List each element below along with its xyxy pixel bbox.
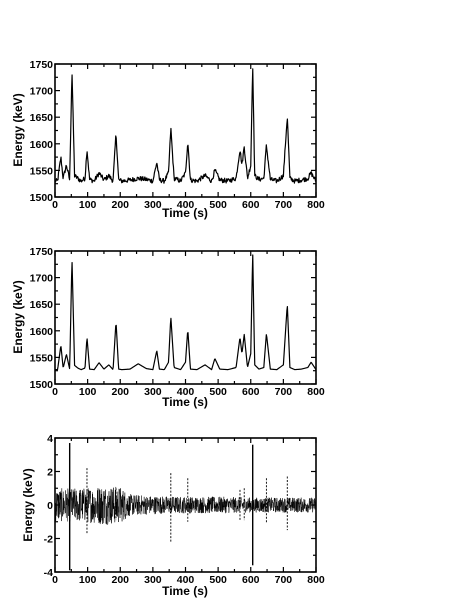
bottom-chart-xtick-label: 600 [242, 574, 260, 586]
bottom-chart-xtick-label: 500 [209, 574, 227, 586]
top-chart-xtick-label: 700 [275, 199, 293, 211]
top-chart-xtick-label: 400 [177, 199, 195, 211]
middle-chart-xtick-label: 0 [52, 386, 58, 398]
middle-chart-energy-line [54, 254, 317, 371]
top-chart-xtick-label: 600 [242, 199, 260, 211]
top-chart-energy-line [54, 68, 317, 184]
bottom-chart-residual-spikes [68, 443, 288, 571]
middle-chart-ytick-label: 1650 [30, 299, 54, 311]
top-chart-xtick-label: 100 [79, 199, 97, 211]
bottom-chart-xtick-label: 700 [275, 574, 293, 586]
middle-chart-xtick-label: 800 [307, 386, 325, 398]
top-chart-ytick-label: 1500 [30, 192, 54, 204]
middle-chart-ytick-label: 1500 [30, 379, 54, 391]
middle-chart-frame [54, 250, 317, 385]
bottom-chart-ytick-label: -4 [44, 567, 53, 579]
top-energy-chart: 0 100 200 300 400 500 600 700 800 1500 1550 1600 165… [11, 59, 325, 220]
bottom-chart-ylabel: Energy (keV) [21, 468, 35, 541]
top-chart-ytick-label: 1700 [30, 86, 54, 98]
bottom-chart-ytick-label: 0 [47, 500, 53, 512]
bottom-chart-ticks: 0 100 200 300 400 500 600 700 800 -4 -2 0 2 4 [44, 433, 325, 586]
top-chart-ytick-label: 1550 [30, 165, 54, 177]
middle-chart-ticks: 0 100 200 300 400 500 600 700 800 1500 1550 1600 165… [30, 246, 325, 398]
top-chart-ytick-label: 1650 [30, 112, 54, 124]
middle-chart-xtick-label: 100 [79, 386, 97, 398]
bottom-chart-xtick-label: 100 [79, 574, 97, 586]
bottom-residual-chart: 0 100 200 300 400 500 600 700 800 -4 -2 0 2 4 Time (s… [21, 433, 325, 598]
bottom-chart-ytick-label: 4 [47, 433, 53, 445]
middle-energy-chart: 0 100 200 300 400 500 600 700 800 1500 1550 1600 165… [11, 246, 325, 409]
top-chart-xtick-label: 300 [144, 199, 162, 211]
top-chart-ytick-label: 1600 [30, 139, 54, 151]
bottom-chart-residual-noise [54, 486, 317, 525]
middle-chart-ylabel: Energy (keV) [11, 280, 25, 353]
top-chart-ticks: 0 100 200 300 400 500 600 700 800 1500 1550 1600 165… [30, 59, 325, 211]
top-chart-xlabel: Time (s) [162, 206, 208, 220]
middle-chart-ytick-label: 1550 [30, 352, 54, 364]
bottom-chart-xlabel: Time (s) [162, 584, 208, 598]
bottom-chart-xtick-label: 300 [144, 574, 162, 586]
middle-chart-xtick-label: 200 [111, 386, 129, 398]
bottom-chart-ytick-label: 2 [47, 467, 53, 479]
middle-chart-ytick-label: 1750 [30, 246, 54, 258]
middle-chart-xtick-label: 300 [144, 386, 162, 398]
middle-chart-xtick-label: 500 [209, 386, 227, 398]
top-chart-xtick-label: 800 [307, 199, 325, 211]
bottom-chart-xtick-label: 400 [177, 574, 195, 586]
bottom-chart-xtick-label: 800 [307, 574, 325, 586]
middle-chart-xtick-label: 600 [242, 386, 260, 398]
top-chart-xtick-label: 500 [209, 199, 227, 211]
middle-chart-xtick-label: 700 [275, 386, 293, 398]
bottom-chart-xtick-label: 0 [52, 574, 58, 586]
top-chart-ytick-label: 1750 [30, 59, 54, 71]
top-chart-ylabel: Energy (keV) [11, 93, 25, 166]
middle-chart-ytick-label: 1700 [30, 273, 54, 285]
middle-chart-xtick-label: 400 [177, 386, 195, 398]
top-chart-xtick-label: 200 [111, 199, 129, 211]
top-chart-xtick-label: 0 [52, 199, 58, 211]
middle-chart-xlabel: Time (s) [162, 395, 208, 409]
bottom-chart-xtick-label: 200 [111, 574, 129, 586]
top-chart-frame [54, 63, 317, 198]
middle-chart-ytick-label: 1600 [30, 326, 54, 338]
bottom-chart-ytick-label: -2 [44, 534, 53, 546]
